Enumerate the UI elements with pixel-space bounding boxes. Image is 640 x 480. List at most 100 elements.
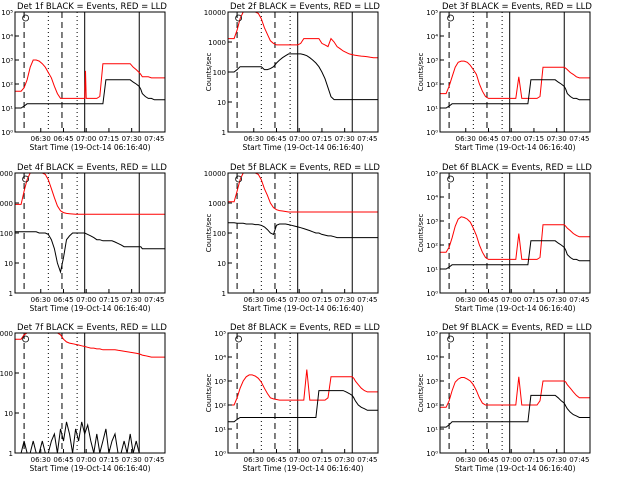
y-tick-label: 10⁰	[426, 450, 438, 458]
y-tick-label: 100	[213, 69, 226, 77]
y-axis-label: Counts/sec	[417, 214, 425, 253]
overlay-circle-marker	[447, 14, 455, 22]
panel-title: Det 9f BLACK = Events, RED = LLD	[442, 323, 592, 333]
y-axis-label: Counts/sec	[417, 53, 425, 92]
x-tick-label: 06:30	[31, 456, 51, 464]
axis-frame	[14, 172, 166, 294]
overlay-circle-marker	[235, 14, 243, 22]
series-red-line	[440, 216, 590, 260]
x-tick-label: 07:30	[335, 135, 355, 143]
x-tick-label: 07:15	[312, 135, 332, 143]
axis-frame	[439, 11, 591, 133]
y-tick-label: 10²	[426, 81, 438, 89]
x-axis-label: Start Time (19-Oct-14 06:16:40)	[242, 464, 363, 473]
x-tick-label: 06:45	[266, 135, 286, 143]
x-tick-label: 06:45	[53, 456, 73, 464]
series-red-line	[440, 376, 590, 408]
x-tick-label: 07:00	[76, 456, 96, 464]
series-black-line	[440, 79, 590, 109]
x-tick-label: 07:15	[524, 456, 544, 464]
x-tick-label: 07:15	[312, 296, 332, 304]
x-tick-label: 07:00	[76, 135, 96, 143]
x-tick-label: 06:30	[244, 135, 264, 143]
x-tick-label: 07:30	[335, 296, 355, 304]
panel-det-9: Det 9f BLACK = Events, RED = LLD 10⁰ 10¹ 10…	[417, 323, 592, 473]
y-tick-label: 10	[4, 260, 13, 268]
x-tick-label: 07:30	[122, 135, 142, 143]
x-tick-label: 07:45	[144, 135, 164, 143]
panel-det-1: Det 1f BLACK = Events, RED = LLD 10⁰ 10¹ 10…	[1, 2, 167, 152]
y-tick-label: 10⁴	[426, 354, 438, 362]
y-tick-label: 10¹	[426, 426, 438, 434]
x-tick-label: 06:45	[478, 135, 498, 143]
x-tick-label: 07:00	[289, 135, 309, 143]
panel-det-7: Det 7f BLACK = Events, RED = LLD 1 10 100 10…	[0, 323, 167, 473]
x-tick-label: 07:45	[144, 456, 164, 464]
y-tick-label: 10³	[426, 218, 438, 226]
y-tick-label: 1000	[0, 200, 13, 208]
y-tick-label: 10¹	[426, 266, 438, 274]
y-tick-label: 1000	[208, 200, 226, 208]
overlay-circle-marker	[235, 335, 243, 343]
x-tick-label: 07:45	[357, 456, 377, 464]
y-axis-label: Counts/sec	[205, 374, 213, 413]
axis-frame	[14, 11, 166, 133]
series-red-line	[15, 333, 165, 358]
series-red-line	[228, 173, 378, 213]
x-tick-label: 06:30	[244, 456, 264, 464]
y-tick-label: 1000	[0, 330, 13, 338]
x-tick-label: 06:30	[456, 456, 476, 464]
y-tick-label: 1	[222, 290, 226, 298]
overlay-circle-marker	[447, 335, 455, 343]
series-black-line	[15, 231, 165, 274]
x-axis-label: Start Time (19-Oct-14 06:16:40)	[29, 143, 150, 152]
panel-det-2: Det 2f BLACK = Events, RED = LLD 1 10 100 10…	[204, 2, 381, 152]
series-red-line	[440, 60, 590, 99]
series-red-line	[15, 173, 165, 215]
y-tick-label: 10⁰	[1, 129, 13, 137]
x-tick-label: 06:45	[478, 296, 498, 304]
x-tick-label: 07:45	[569, 296, 589, 304]
x-tick-label: 07:00	[76, 296, 96, 304]
x-tick-label: 07:15	[99, 296, 119, 304]
series-black-line	[228, 53, 378, 101]
x-tick-label: 07:45	[357, 296, 377, 304]
y-tick-label: 10¹	[1, 105, 13, 113]
panel-det-4: Det 4f BLACK = Events, RED = LLD 1 10 100 10…	[0, 163, 167, 313]
y-tick-label: 10⁰	[426, 290, 438, 298]
series-black-line	[15, 421, 165, 453]
x-tick-label: 07:15	[99, 456, 119, 464]
x-axis-label: Start Time (19-Oct-14 06:16:40)	[242, 304, 363, 313]
x-tick-label: 07:45	[569, 456, 589, 464]
y-tick-label: 10²	[426, 402, 438, 410]
x-tick-label: 06:45	[53, 135, 73, 143]
overlay-circle-marker	[22, 175, 30, 183]
x-tick-label: 07:30	[335, 456, 355, 464]
y-axis-label: Counts/sec	[205, 214, 213, 253]
y-tick-label: 10⁵	[426, 330, 438, 338]
series-black-line	[228, 390, 378, 423]
axis-frame	[227, 11, 379, 133]
panel-title: Det 2f BLACK = Events, RED = LLD	[230, 2, 380, 12]
y-axis-label: Counts/sec	[417, 374, 425, 413]
series-black-line	[440, 240, 590, 270]
x-axis-label: Start Time (19-Oct-14 06:16:40)	[454, 304, 575, 313]
y-tick-label: 1	[9, 290, 13, 298]
y-tick-label: 1000	[208, 39, 226, 47]
x-tick-label: 07:00	[501, 296, 521, 304]
overlay-circle-marker	[235, 175, 243, 183]
panel-title: Det 1f BLACK = Events, RED = LLD	[17, 2, 167, 12]
y-tick-label: 10³	[426, 378, 438, 386]
x-tick-label: 07:30	[547, 296, 567, 304]
x-axis-label: Start Time (19-Oct-14 06:16:40)	[29, 304, 150, 313]
y-tick-label: 10⁵	[214, 330, 226, 338]
y-tick-label: 10⁵	[1, 9, 13, 17]
axis-frame	[439, 332, 591, 454]
x-tick-label: 07:45	[144, 296, 164, 304]
x-tick-label: 07:30	[122, 296, 142, 304]
x-tick-label: 07:45	[569, 135, 589, 143]
panel-det-6: Det 6f BLACK = Events, RED = LLD 10⁰ 10¹ 10…	[417, 163, 592, 313]
x-tick-label: 06:45	[53, 296, 73, 304]
y-tick-label: 10⁴	[426, 194, 438, 202]
axis-frame	[14, 332, 166, 454]
